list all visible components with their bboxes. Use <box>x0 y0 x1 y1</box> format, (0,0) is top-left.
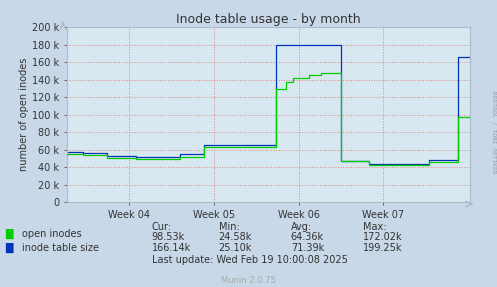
Text: Avg:: Avg: <box>291 222 312 232</box>
Text: inode table size: inode table size <box>22 243 99 253</box>
Text: RRDTOOL / TOBI OETIKER: RRDTOOL / TOBI OETIKER <box>491 91 496 173</box>
Text: 166.14k: 166.14k <box>152 243 191 253</box>
Text: 25.10k: 25.10k <box>219 243 252 253</box>
Text: 98.53k: 98.53k <box>152 232 185 242</box>
Text: 64.36k: 64.36k <box>291 232 324 242</box>
Y-axis label: number of open inodes: number of open inodes <box>19 58 29 172</box>
Text: Last update: Wed Feb 19 10:00:08 2025: Last update: Wed Feb 19 10:00:08 2025 <box>152 255 347 265</box>
Text: Max:: Max: <box>363 222 386 232</box>
Text: Munin 2.0.75: Munin 2.0.75 <box>221 276 276 285</box>
Text: 199.25k: 199.25k <box>363 243 402 253</box>
Text: 24.58k: 24.58k <box>219 232 252 242</box>
Text: █: █ <box>5 243 12 253</box>
Title: Inode table usage - by month: Inode table usage - by month <box>176 13 361 26</box>
Text: █: █ <box>5 229 12 239</box>
Text: 172.02k: 172.02k <box>363 232 403 242</box>
Text: open inodes: open inodes <box>22 229 82 239</box>
Text: 71.39k: 71.39k <box>291 243 324 253</box>
Text: Cur:: Cur: <box>152 222 171 232</box>
Text: Min:: Min: <box>219 222 240 232</box>
